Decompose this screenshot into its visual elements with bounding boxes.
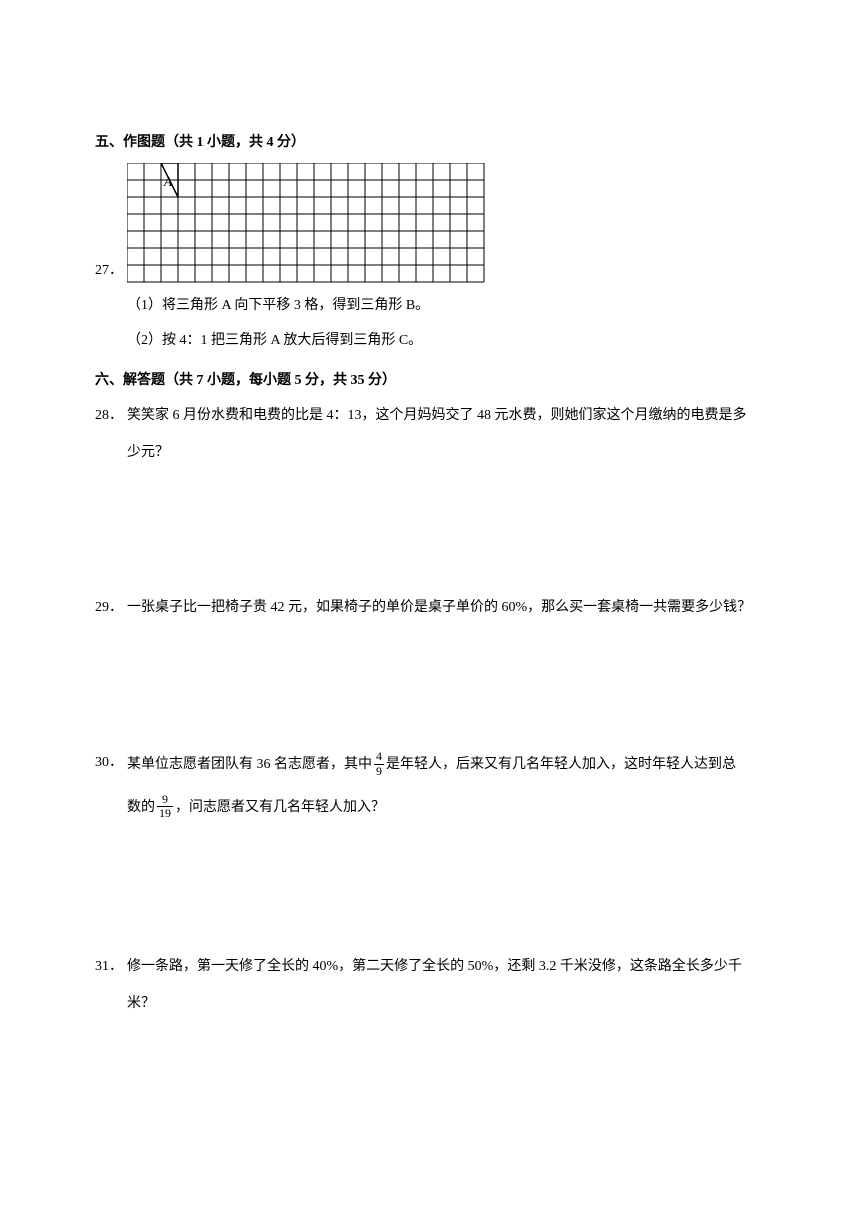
fraction-9-19: 919 [157,793,173,820]
q30-body: 某单位志愿者团队有 36 名志愿者，其中49是年轻人，后来又有几名年轻人加入，这… [127,750,765,781]
triangle-a-label: A [163,174,172,189]
q30: 30． 某单位志愿者团队有 36 名志愿者，其中49是年轻人，后来又有几名年轻人… [95,750,765,781]
q29-number: 29． [95,595,127,620]
q28-text-line2: 少元？ [127,440,765,465]
section5-header: 五、作图题（共 1 小题，共 4 分） [95,130,765,155]
q28-text-line1: 笑笑家 6 月份水费和电费的比是 4：13，这个月妈妈交了 48 元水费，则她们… [127,403,765,428]
q31-number: 31． [95,954,127,979]
q31: 31． 修一条路，第一天修了全长的 40%，第二天修了全长的 50%，还剩 3.… [95,954,765,979]
q28-number: 28． [95,403,127,428]
section6-header: 六、解答题（共 7 小题，每小题 5 分，共 35 分） [95,368,765,393]
q27-sub1: （1）将三角形 A 向下平移 3 格，得到三角形 B。 [127,293,765,318]
q29-text: 一张桌子比一把椅子贵 42 元，如果椅子的单价是桌子单价的 60%，那么买一套桌… [127,595,765,620]
q30-line2-before: 数的 [127,800,155,815]
q27-row: 27． [95,163,765,283]
q30-line2: 数的919，问志愿者又有几名年轻人加入？ [127,793,765,824]
fraction-4-9: 49 [374,750,384,777]
q31-text-line2: 米？ [127,991,765,1016]
q27-number: 27． [95,258,127,283]
q30-number: 30． [95,750,127,781]
q28: 28． 笑笑家 6 月份水费和电费的比是 4：13，这个月妈妈交了 48 元水费… [95,403,765,428]
q27-sub2: （2）按 4：1 把三角形 A 放大后得到三角形 C。 [127,328,765,353]
q30-text-after-frac1: 是年轻人，后来又有几名年轻人加入，这时年轻人达到总 [386,757,736,772]
q30-line2-after: ，问志愿者又有几名年轻人加入？ [175,800,385,815]
q29: 29． 一张桌子比一把椅子贵 42 元，如果椅子的单价是桌子单价的 60%，那么… [95,595,765,620]
q30-text-before-frac1: 某单位志愿者团队有 36 名志愿者，其中 [127,757,372,772]
q27-grid: A [127,163,485,283]
q31-text-line1: 修一条路，第一天修了全长的 40%，第二天修了全长的 50%，还剩 3.2 千米… [127,954,765,979]
